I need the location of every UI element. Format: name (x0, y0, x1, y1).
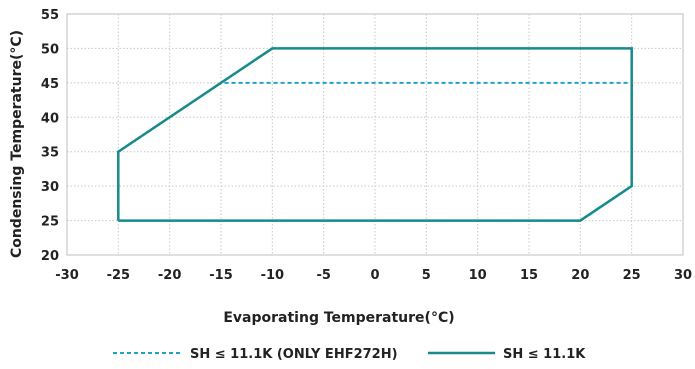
legend: SH ≤ 11.1K (ONLY EHF272H) SH ≤ 11.1K (113, 347, 586, 362)
y-tick-label: 40 (41, 111, 59, 126)
y-tick-label: 35 (41, 146, 59, 161)
legend-label-solid: SH ≤ 11.1K (503, 347, 586, 362)
x-tick-label: -25 (107, 268, 131, 283)
legend-label-dashed: SH ≤ 11.1K (ONLY EHF272H) (190, 347, 398, 362)
x-tick-label: 15 (520, 268, 538, 283)
y-tick-label: 30 (41, 180, 59, 195)
series-lines (117, 47, 633, 222)
x-tick-label: 5 (422, 268, 431, 283)
x-tick-label: 20 (571, 268, 589, 283)
y-axis-title: Condensing Temperature(°C) (9, 30, 25, 258)
x-tick-label: 10 (469, 268, 487, 283)
x-tick-label: 30 (674, 268, 692, 283)
y-tick-label: 20 (41, 249, 59, 264)
x-tick-label: -15 (209, 268, 233, 283)
y-tick-label: 55 (41, 8, 59, 23)
x-axis-ticks: -30 -25 -20 -15 -10 -5 0 5 10 15 20 25 30 (55, 268, 692, 283)
x-tick-label: -10 (261, 268, 285, 283)
y-tick-label: 25 (41, 215, 59, 230)
y-tick-label: 45 (41, 77, 59, 92)
y-axis-ticks: 20 25 30 35 40 45 50 55 (41, 8, 59, 264)
x-tick-label: -30 (55, 268, 79, 283)
x-tick-label: -20 (158, 268, 182, 283)
x-tick-label: 25 (623, 268, 641, 283)
x-tick-label: 0 (370, 268, 379, 283)
y-tick-label: 50 (41, 42, 59, 57)
x-tick-label: -5 (316, 268, 330, 283)
grid-lines (66, 13, 684, 256)
series-solid-envelope (117, 47, 633, 222)
x-axis-title: Evaporating Temperature(°C) (223, 310, 454, 326)
